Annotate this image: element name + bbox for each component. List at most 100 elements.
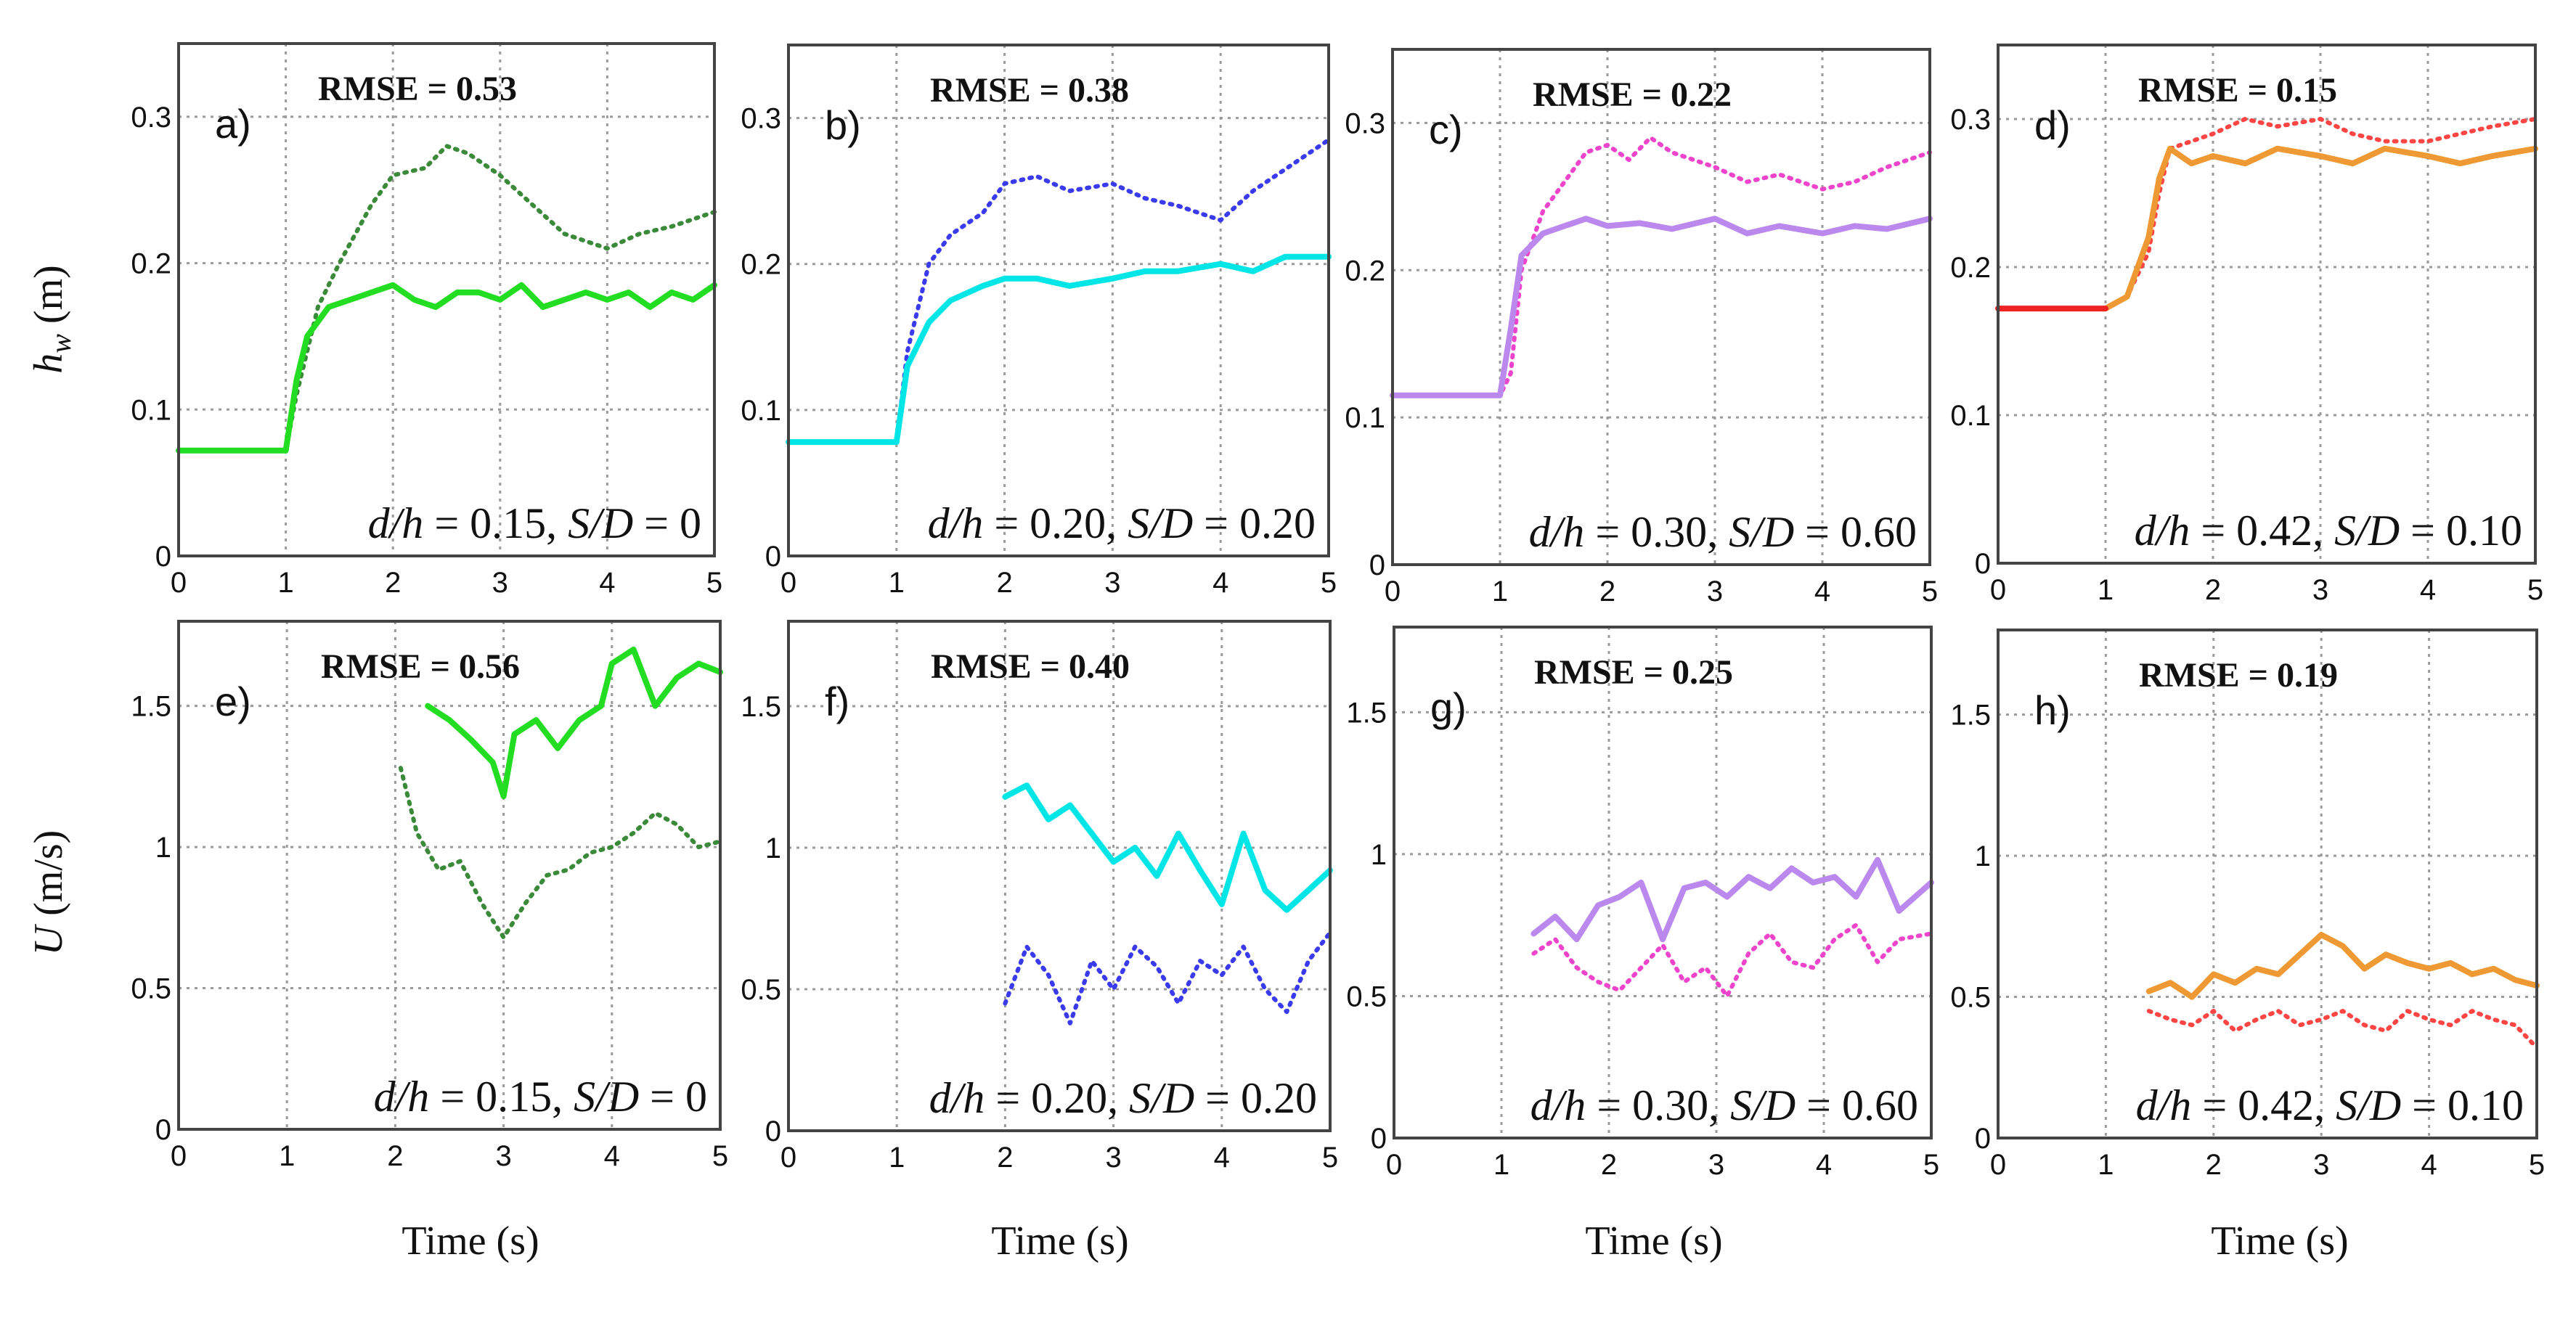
x-tick-label: 5 <box>1922 576 1938 607</box>
y-tick-label: 0.2 <box>1950 252 1991 284</box>
condition-label: d/h = 0.20, S/D = 0.20 <box>929 1074 1317 1122</box>
x-tick-label: 3 <box>495 1140 511 1172</box>
plot-frame <box>787 44 1330 557</box>
y-tick-label: 0.5 <box>1950 982 1991 1014</box>
rmse-label: RMSE = 0.53 <box>318 70 517 108</box>
series-simulated-line <box>425 646 723 800</box>
panel-h: 0 1 2 3 4 5 0 0.5 1 1.5 h) RMSE = 0.19 d/h = 0.42, S… <box>1950 629 2545 1181</box>
x-tick-label: 3 <box>1707 576 1723 607</box>
x-tick-label: 2 <box>385 567 401 599</box>
condition-label: d/h = 0.30, S/D = 0.60 <box>1529 508 1917 556</box>
x-tick-label: 1 <box>1492 576 1508 607</box>
x-tick-label: 2 <box>1601 1149 1617 1181</box>
x-tick-label: 0 <box>1990 574 2006 606</box>
y-tick-label: 1 <box>1371 839 1387 871</box>
panels-layer: 0 1 2 3 4 5 0 0.1 0.2 0.3 a) RMSE = 0.53 d/h = 0.15,… <box>131 42 2545 1181</box>
series-simulated-line <box>176 282 717 454</box>
panel-label: c) <box>1429 107 1463 152</box>
x-tick-label: 0 <box>780 567 796 599</box>
x-tick-label: 0 <box>171 567 187 599</box>
x-axis-label-col2: Time (s) <box>991 1219 1128 1264</box>
x-tick-label: 3 <box>2312 574 2328 606</box>
y-tick-label: 0 <box>155 1114 171 1146</box>
x-axis-label-col4: Time (s) <box>2211 1219 2348 1264</box>
plot-background <box>788 621 1330 1131</box>
series-measured-line <box>786 137 1331 445</box>
x-tick-label: 5 <box>1322 1142 1338 1174</box>
series-simulated-line <box>1390 216 1933 398</box>
y-tick-label: 0 <box>765 1116 781 1147</box>
panel-d: 0 1 2 3 4 5 0 0.1 0.2 0.3 d) RMSE = 0.15 d/h = 0.42,… <box>1950 44 2543 606</box>
y-tick-label: 1.5 <box>1950 700 1991 732</box>
condition-label: d/h = 0.15, S/D = 0 <box>368 499 701 547</box>
panel-label: d) <box>2034 102 2071 148</box>
x-axis-label-col1: Time (s) <box>402 1219 539 1264</box>
condition-label: d/h = 0.20, S/D = 0.20 <box>928 499 1316 547</box>
y-tick-label: 0.1 <box>131 394 171 426</box>
x-tick-label: 3 <box>1708 1149 1724 1181</box>
y-tick-label: 0.2 <box>741 249 781 281</box>
rmse-label: RMSE = 0.15 <box>2138 71 2337 110</box>
x-tick-label: 1 <box>2098 574 2114 606</box>
rmse-label: RMSE = 0.38 <box>930 71 1129 110</box>
x-tick-label: 2 <box>2205 574 2221 606</box>
panel-g: 0 1 2 3 4 5 0 0.5 1 1.5 g) RMSE = 0.25 d/h = 0.30, S… <box>1346 626 1939 1181</box>
condition-label: d/h = 0.42, S/D = 0.10 <box>2135 507 2522 554</box>
y-tick-label: 0.1 <box>1950 400 1991 432</box>
x-tick-label: 4 <box>2421 1149 2437 1181</box>
plot-frame <box>1391 48 1931 566</box>
y-tick-label: 0.5 <box>1346 981 1387 1012</box>
condition-label: d/h = 0.30, S/D = 0.60 <box>1530 1081 1918 1129</box>
panel-label: g) <box>1430 684 1467 730</box>
y-tick-label: 0.3 <box>131 102 171 134</box>
y-tick-label: 1.5 <box>741 691 781 723</box>
series-simulated-line <box>2103 145 2538 312</box>
plot-frame <box>787 620 1332 1132</box>
x-tick-label: 2 <box>996 567 1012 599</box>
rmse-label: RMSE = 0.40 <box>931 647 1130 686</box>
x-tick-label: 5 <box>1321 567 1337 599</box>
series-simulated-line <box>786 253 1332 446</box>
y-tick-label: 1 <box>1975 840 1991 872</box>
y-tick-label: 0 <box>1975 548 1991 580</box>
series-simulated-line <box>1002 782 1333 913</box>
plot-frame <box>1997 44 2537 565</box>
x-tick-label: 0 <box>1386 1149 1402 1181</box>
y-tick-label: 0.3 <box>741 103 781 135</box>
plot-background <box>1998 630 2537 1138</box>
panel-f: 0 1 2 3 4 5 0 0.5 1 1.5 f) RMSE = 0.40 d/h = 0.20, S… <box>741 620 1338 1174</box>
panel-label: e) <box>215 679 251 724</box>
x-tick-label: 3 <box>1105 1142 1121 1174</box>
x-tick-label: 1 <box>279 1140 295 1172</box>
x-tick-label: 5 <box>706 567 722 599</box>
panel-b: 0 1 2 3 4 5 0 0.1 0.2 0.3 b) RMSE = 0.38 d/h = 0.20,… <box>741 44 1337 599</box>
y-tick-label: 0.3 <box>1345 107 1385 139</box>
y-tick-label: 0.3 <box>1950 104 1991 136</box>
rmse-label: RMSE = 0.25 <box>1534 653 1733 692</box>
plot-background <box>179 621 720 1129</box>
plot-background <box>1998 45 2535 563</box>
panel-c: 0 1 2 3 4 5 0 0.1 0.2 0.3 c) RMSE = 0.22 d/h = 0.30,… <box>1345 48 1938 607</box>
x-tick-label: 2 <box>1599 576 1615 607</box>
x-tick-label: 5 <box>2529 1149 2545 1181</box>
y-tick-label: 1.5 <box>1346 697 1387 729</box>
y-tick-label: 0.1 <box>741 395 781 427</box>
x-tick-label: 4 <box>1816 1149 1832 1181</box>
y-tick-label: 0.2 <box>1345 255 1385 287</box>
rmse-label: RMSE = 0.19 <box>2139 656 2338 695</box>
x-tick-label: 0 <box>1385 576 1401 607</box>
panel-label: a) <box>215 101 251 147</box>
x-tick-label: 5 <box>2527 574 2543 606</box>
y-tick-label: 0.2 <box>131 248 171 280</box>
series-measured-line <box>1003 930 1332 1026</box>
x-tick-label: 1 <box>889 1142 905 1174</box>
x-tick-label: 2 <box>997 1142 1013 1174</box>
panel-label: h) <box>2034 687 2071 733</box>
x-tick-label: 3 <box>1104 567 1120 599</box>
x-tick-label: 4 <box>1214 1142 1230 1174</box>
x-tick-label: 0 <box>1990 1149 2006 1181</box>
x-tick-label: 0 <box>780 1142 796 1174</box>
x-tick-label: 2 <box>387 1140 403 1172</box>
series-measured-line <box>1531 922 1933 999</box>
